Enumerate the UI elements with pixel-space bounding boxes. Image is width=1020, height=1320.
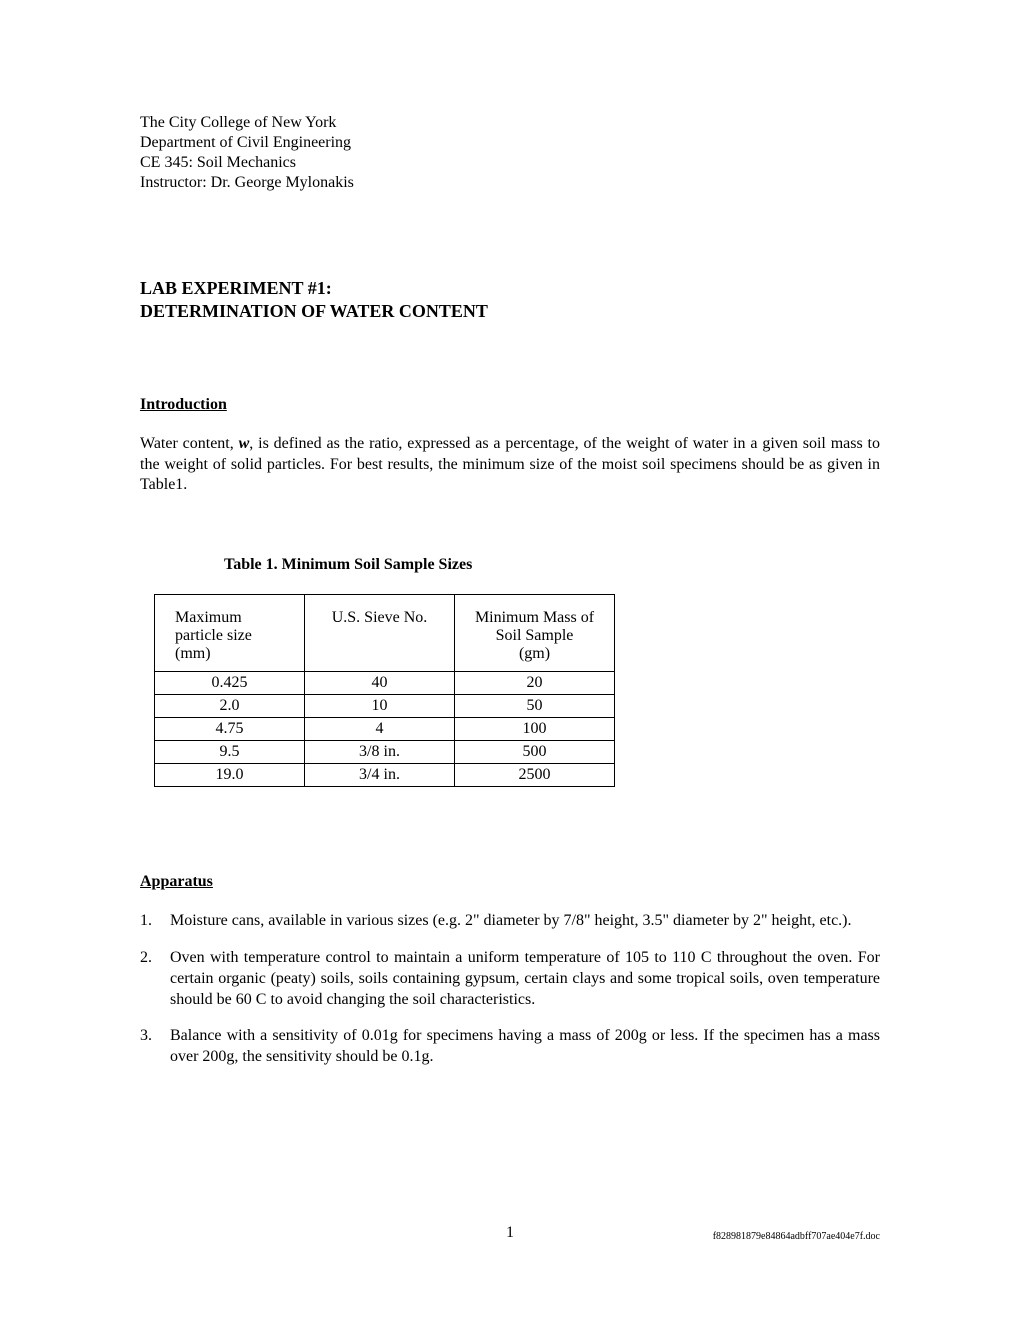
introduction-paragraph: Water content, w, is defined as the rati…	[140, 434, 880, 496]
table-cell: 500	[455, 741, 615, 764]
table-header-col3: Minimum Mass of Soil Sample (gm)	[455, 595, 615, 672]
table-cell: 19.0	[155, 764, 305, 787]
document-title: LAB EXPERIMENT #1: DETERMINATION OF WATE…	[140, 277, 880, 324]
table-row: 2.0 10 50	[155, 695, 615, 718]
list-number: 2.	[140, 948, 170, 1010]
table-cell: 100	[455, 718, 615, 741]
table-cell: 2.0	[155, 695, 305, 718]
table-row: 0.425 40 20	[155, 672, 615, 695]
table-cell: 40	[305, 672, 455, 695]
footer-filename: f828981879e84864adbff707ae404e7f.doc	[713, 1231, 880, 1242]
table-cell: 3/4 in.	[305, 764, 455, 787]
list-text: Oven with temperature control to maintai…	[170, 948, 880, 1010]
table-caption: Table 1. Minimum Soil Sample Sizes	[224, 556, 880, 574]
table-cell: 50	[455, 695, 615, 718]
apparatus-heading: Apparatus	[140, 873, 880, 891]
title-line-2: DETERMINATION OF WATER CONTENT	[140, 300, 880, 323]
table-header-row: Maximum particle size (mm) U.S. Sieve No…	[155, 595, 615, 672]
page-number: 1	[506, 1224, 514, 1242]
table-row: 19.0 3/4 in. 2500	[155, 764, 615, 787]
list-text: Moisture cans, available in various size…	[170, 911, 880, 932]
soil-sample-table: Maximum particle size (mm) U.S. Sieve No…	[154, 594, 615, 787]
table-cell: 20	[455, 672, 615, 695]
table-header-col2: U.S. Sieve No.	[305, 595, 455, 672]
list-item: 1. Moisture cans, available in various s…	[140, 911, 880, 932]
table-cell: 9.5	[155, 741, 305, 764]
table-cell: 4	[305, 718, 455, 741]
table-cell: 0.425	[155, 672, 305, 695]
intro-text-post: , is defined as the ratio, expressed as …	[140, 435, 880, 494]
table-cell: 10	[305, 695, 455, 718]
intro-variable-w: w	[239, 435, 250, 452]
list-item: 3. Balance with a sensitivity of 0.01g f…	[140, 1026, 880, 1068]
header-institution: The City College of New York	[140, 113, 880, 133]
page-footer: 1 f828981879e84864adbff707ae404e7f.doc	[0, 1224, 1020, 1242]
title-line-1: LAB EXPERIMENT #1:	[140, 277, 880, 300]
list-number: 3.	[140, 1026, 170, 1068]
introduction-heading: Introduction	[140, 396, 880, 414]
list-item: 2. Oven with temperature control to main…	[140, 948, 880, 1010]
intro-text-pre: Water content,	[140, 435, 239, 452]
apparatus-list: 1. Moisture cans, available in various s…	[140, 911, 880, 1068]
list-text: Balance with a sensitivity of 0.01g for …	[170, 1026, 880, 1068]
table-row: 4.75 4 100	[155, 718, 615, 741]
table-row: 9.5 3/8 in. 500	[155, 741, 615, 764]
table-cell: 2500	[455, 764, 615, 787]
table-header-col1: Maximum particle size (mm)	[155, 595, 305, 672]
header-course: CE 345: Soil Mechanics	[140, 153, 880, 173]
header-instructor: Instructor: Dr. George Mylonakis	[140, 173, 880, 193]
list-number: 1.	[140, 911, 170, 932]
header-department: Department of Civil Engineering	[140, 133, 880, 153]
table-cell: 4.75	[155, 718, 305, 741]
document-header: The City College of New York Department …	[140, 113, 880, 193]
document-page: The City College of New York Department …	[0, 0, 1020, 1068]
table-cell: 3/8 in.	[305, 741, 455, 764]
